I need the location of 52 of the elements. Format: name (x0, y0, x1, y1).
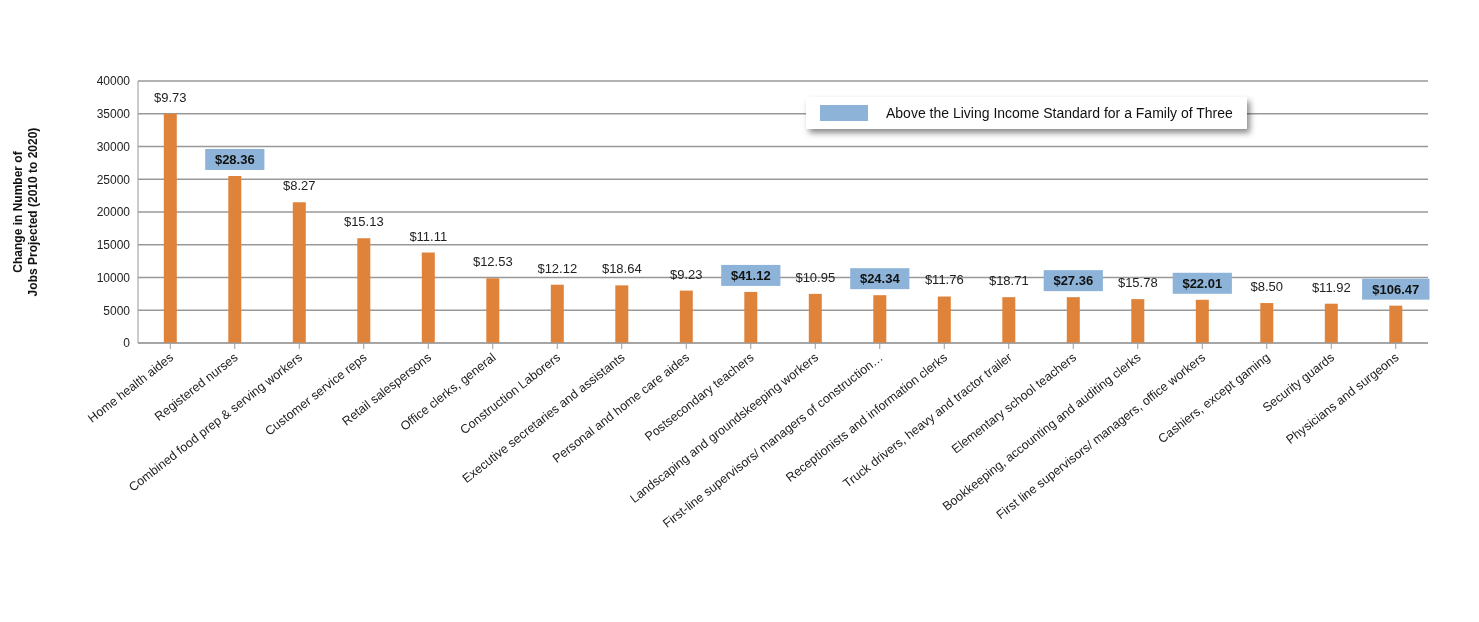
bar (679, 290, 693, 343)
annotation: $27.36 (1053, 273, 1094, 289)
annotation: $10.95 (795, 269, 836, 285)
annotation: $8.50 (1250, 279, 1284, 295)
annotation: $41.12 (730, 267, 771, 283)
bar (292, 202, 306, 343)
bar (873, 295, 887, 343)
bar (421, 252, 435, 343)
bar (486, 278, 500, 343)
annotation: $12.12 (537, 260, 578, 276)
annotation: $106.47 (1372, 281, 1420, 297)
bar (1002, 297, 1016, 343)
bar (1324, 303, 1338, 343)
annotation: $8.27 (283, 178, 316, 194)
annotation: $24.34 (859, 271, 901, 287)
bar (1260, 303, 1274, 343)
legend: Above the Living Income Standard for a Family of Three (806, 97, 1247, 129)
bar (615, 285, 629, 343)
bar (937, 296, 951, 343)
y-tick-label: 10000 (96, 270, 131, 285)
annotation: $9.73 (154, 89, 187, 105)
annotation: $11.92 (1311, 279, 1351, 295)
bar (744, 291, 758, 343)
y-tick-label: 30000 (96, 139, 131, 154)
bar (357, 238, 371, 343)
y-tick-label: 0 (123, 336, 131, 351)
y-tick-label: 20000 (96, 205, 131, 220)
y-tick-label: 15000 (96, 238, 131, 253)
annotation: $11.76 (924, 272, 964, 288)
annotation: $28.36 (214, 151, 255, 167)
bar (1195, 299, 1209, 343)
annotation: Above the Living Income Standard for a Family of Three (886, 105, 1233, 121)
bar (1131, 299, 1145, 343)
bar (163, 113, 177, 343)
bar (550, 284, 564, 343)
annotation: $12.53 (472, 254, 513, 270)
annotation: $15.13 (343, 214, 384, 230)
annotation: $18.64 (601, 261, 642, 277)
bar (1066, 297, 1080, 343)
bar (808, 293, 822, 343)
y-tick-label: 25000 (96, 172, 131, 187)
bar (228, 175, 242, 343)
y-axis-title: Change in Number of Jobs Projected (2010 to 2020) (11, 127, 40, 297)
annotation: $22.01 (1182, 275, 1223, 291)
y-tick-label: 35000 (96, 107, 131, 122)
y-tick-label: 5000 (103, 303, 131, 318)
y-tick-label: 40000 (96, 74, 131, 89)
annotation: $18.71 (988, 273, 1029, 289)
annotation: $15.78 (1117, 275, 1158, 291)
bar (1389, 305, 1403, 343)
annotation: $9.23 (670, 266, 703, 282)
annotation: $11.11 (409, 228, 448, 244)
